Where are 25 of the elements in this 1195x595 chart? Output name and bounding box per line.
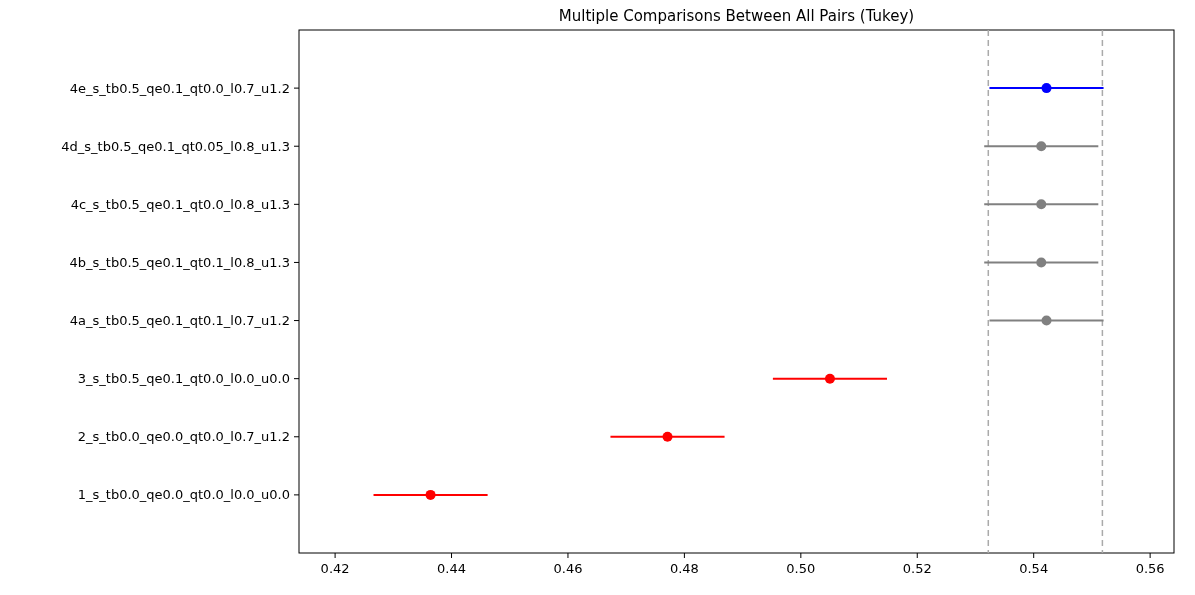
x-tick-label: 0.44 — [437, 561, 466, 576]
y-tick-label: 2_s_tb0.0_qe0.0_qt0.0_l0.7_u1.2 — [77, 429, 290, 445]
point — [1036, 257, 1047, 268]
y-tick-label: 4b_s_tb0.5_qe0.1_qt0.1_l0.8_u1.3 — [69, 254, 290, 270]
y-tick-label: 4c_s_tb0.5_qe0.1_qt0.0_l0.8_u1.3 — [70, 196, 290, 212]
x-tick-label: 0.46 — [553, 561, 583, 576]
y-tick-label: 3_s_tb0.5_qe0.1_qt0.0_l0.0_u0.0 — [77, 371, 290, 387]
y-tick-label: 4a_s_tb0.5_qe0.1_qt0.1_l0.7_u1.2 — [69, 313, 290, 329]
x-tick-label: 0.54 — [1019, 561, 1049, 576]
x-tick-label: 0.48 — [669, 561, 699, 576]
chart-title: Multiple Comparisons Between All Pairs (Tukey) — [558, 7, 915, 25]
x-tick-label: 0.42 — [320, 561, 350, 576]
x-tick-label: 0.50 — [786, 561, 816, 576]
x-tick-label: 0.56 — [1135, 561, 1165, 576]
y-tick-label: 1_s_tb0.0_qe0.0_qt0.0_l0.0_u0.0 — [77, 487, 290, 503]
point — [1036, 199, 1047, 210]
y-tick-label: 4d_s_tb0.5_qe0.1_qt0.05_l0.8_u1.3 — [61, 138, 290, 154]
y-tick-label: 4e_s_tb0.5_qe0.1_qt0.0_l0.7_u1.2 — [69, 80, 290, 96]
point — [662, 431, 673, 442]
point — [1041, 83, 1052, 94]
point — [824, 373, 835, 384]
x-tick-label: 0.52 — [902, 561, 932, 576]
point — [1041, 315, 1052, 326]
point — [1036, 141, 1047, 152]
point — [425, 489, 436, 500]
